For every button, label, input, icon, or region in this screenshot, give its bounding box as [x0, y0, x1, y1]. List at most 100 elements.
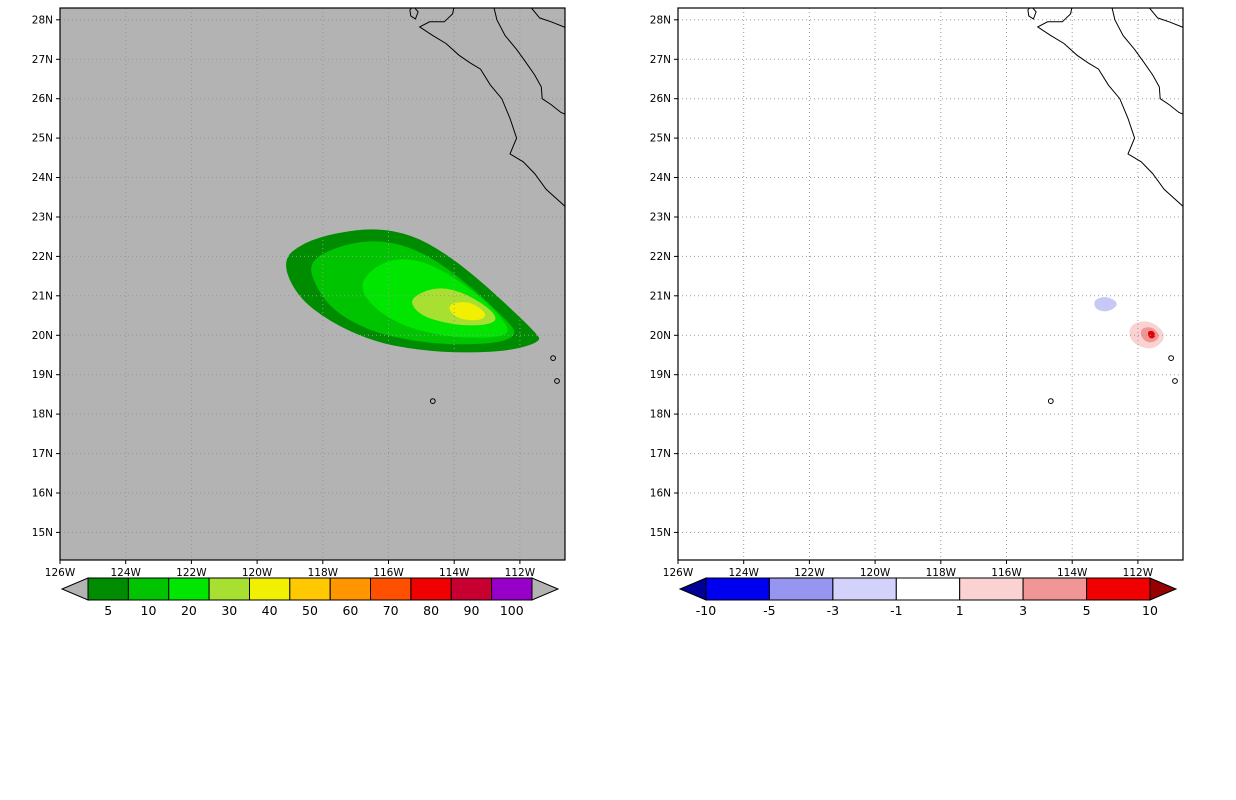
lat-tick-label: 26N — [650, 93, 671, 105]
coastline — [530, 8, 565, 28]
lon-tick-label: 114W — [1057, 567, 1088, 579]
colorbar-arrow-right — [1149, 577, 1178, 601]
colorbar-label: 10 — [141, 603, 157, 618]
colorbar-label: 30 — [221, 603, 237, 618]
colorbar-label: 60 — [342, 603, 358, 618]
panel-spline: ep072016 07/24/16 06Z 0-120h 50kt Cum Wi… — [32, 7, 566, 618]
coastline — [1027, 8, 1037, 20]
lat-tick-label: 15N — [650, 527, 671, 539]
lon-tick-label: 118W — [926, 567, 957, 579]
colorbar-label: 90 — [464, 603, 480, 618]
colorbar-label: 5 — [104, 603, 112, 618]
colorbar-segment — [959, 577, 1024, 601]
lon-tick-label: 120W — [242, 567, 273, 579]
colorbar-label: -1 — [890, 603, 902, 618]
colorbar-segment — [329, 577, 372, 601]
difference-map: 28N 27N 26N 25N 24N 23N 22N 21N 20N 19N 18N 17N 16N 1… — [650, 7, 1184, 618]
lat-tick-label: 23N — [650, 212, 671, 224]
colorbar-label: 10 — [1142, 603, 1158, 618]
lat-tick-label: 17N — [650, 448, 671, 460]
colorbar-segment — [410, 577, 452, 601]
colorbar-segment — [1022, 577, 1088, 601]
colorbar-label: 20 — [181, 603, 197, 618]
coastline — [1111, 8, 1183, 115]
lon-tick-label: 126W — [663, 567, 694, 579]
colorbar-segment — [768, 577, 834, 601]
island — [554, 378, 560, 384]
lon-tick-label: 126W — [45, 567, 76, 579]
lon-tick-label: 120W — [860, 567, 891, 579]
colorbar-label: -10 — [696, 603, 716, 618]
coastline — [409, 8, 419, 20]
colorbar-segment — [87, 577, 129, 601]
panel-spline-minus-control: ep072016 07/24/16 06Z 0-120h 50kt Cum Wi… — [618, 0, 1236, 800]
colorbar-arrow-left — [60, 577, 89, 601]
colorbar-label: 40 — [262, 603, 278, 618]
lat-tick-label: 19N — [650, 369, 671, 381]
lat-tick-label: 21N — [650, 290, 671, 302]
lat-tick-label: 23N — [32, 212, 53, 224]
lat-tick-label: 17N — [32, 448, 53, 460]
lat-tick-label: 27N — [650, 54, 671, 66]
lon-tick-label: 116W — [373, 567, 404, 579]
lat-tick-label: 19N — [32, 369, 53, 381]
colorbar-label: 5 — [1083, 603, 1091, 618]
lat-tick-label: 24N — [650, 172, 671, 184]
lat-tick-label: 18N — [32, 409, 53, 421]
colorbar-segment — [289, 577, 331, 601]
colorbar-label: -5 — [763, 603, 775, 618]
lon-tick-label: 118W — [308, 567, 339, 579]
map-background — [678, 8, 1183, 560]
colorbar-segment — [127, 577, 170, 601]
lon-tick-label: 112W — [1123, 567, 1154, 579]
island — [429, 398, 436, 405]
coastline — [1036, 8, 1183, 207]
coastline — [418, 8, 565, 207]
coastline — [1148, 8, 1183, 28]
colorbar-label: 70 — [383, 603, 399, 618]
colorbar-label: 50 — [302, 603, 318, 618]
lat-tick-label: 28N — [650, 14, 671, 26]
colorbar-segment — [895, 577, 961, 601]
colorbar-segment — [249, 577, 291, 601]
lat-tick-label: 22N — [650, 251, 671, 263]
island — [1168, 355, 1174, 362]
island — [1047, 398, 1054, 405]
coastline — [493, 8, 565, 115]
lat-tick-label: 25N — [650, 133, 671, 145]
colorbar-segment — [832, 577, 897, 601]
lat-tick-label: 21N — [32, 290, 53, 302]
colorbar-label: 1 — [956, 603, 964, 618]
lat-tick-label: 26N — [32, 93, 53, 105]
colorbar-segment — [705, 577, 770, 601]
lat-tick-label: 28N — [32, 14, 53, 26]
lat-tick-label: 20N — [650, 330, 671, 342]
lat-tick-label: 16N — [32, 488, 53, 500]
colorbar-label: -3 — [827, 603, 839, 618]
probability-map: 28N 27N 26N 25N 24N 23N 22N 21N 20N 19N 18N 17N 16N 1… — [32, 7, 566, 618]
lat-tick-label: 22N — [32, 251, 53, 263]
map-frame — [677, 7, 1184, 561]
lat-tick-label: 15N — [32, 527, 53, 539]
colorbar-arrow-right — [531, 577, 560, 601]
colorbar-segment — [450, 577, 493, 601]
map-frame — [59, 7, 566, 561]
lat-tick-label: 24N — [32, 172, 53, 184]
lon-tick-label: 122W — [794, 567, 825, 579]
lat-tick-label: 25N — [32, 133, 53, 145]
lat-tick-label: 16N — [650, 488, 671, 500]
lon-tick-label: 124W — [110, 567, 141, 579]
lon-tick-label: 114W — [439, 567, 470, 579]
colorbar-arrow-left — [678, 577, 707, 601]
island — [550, 355, 556, 362]
lon-tick-label: 112W — [505, 567, 536, 579]
colorbar-segment — [491, 577, 533, 601]
colorbar-segment — [370, 577, 412, 601]
lon-tick-label: 116W — [991, 567, 1022, 579]
island — [1172, 378, 1178, 384]
contour-p40 — [449, 302, 486, 321]
colorbar-label: 3 — [1019, 603, 1027, 618]
colorbar-segment — [168, 577, 210, 601]
lat-tick-label: 27N — [32, 54, 53, 66]
